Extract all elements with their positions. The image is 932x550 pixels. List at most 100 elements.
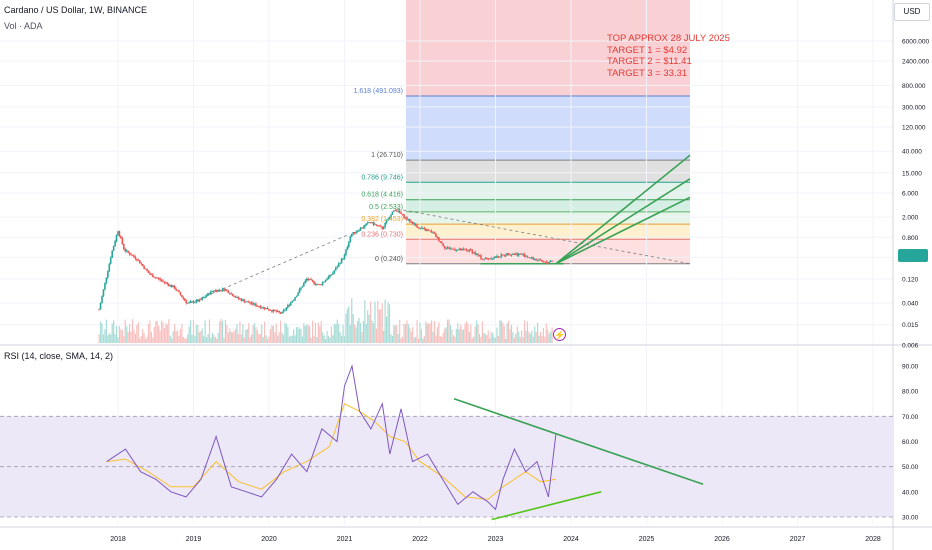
time-tick-label: 2024	[563, 536, 579, 543]
volume-bar	[404, 324, 407, 343]
candle-body	[350, 234, 353, 237]
rsi-lines	[106, 364, 704, 521]
candle-body	[480, 255, 482, 259]
candle-body	[109, 257, 112, 264]
support-trendline	[189, 234, 349, 304]
trendlines	[189, 154, 691, 304]
volume-bar	[516, 326, 518, 343]
volume-bar	[506, 323, 508, 343]
rsi-pane: 90.00 80.00 70.00 60.00 50.00 40.00 30.00	[0, 364, 919, 522]
candle-body	[432, 232, 434, 234]
fib-label: 0.786 (9.746)	[361, 174, 403, 181]
candle-body	[332, 272, 334, 275]
candle-body	[124, 249, 127, 252]
candle-body	[217, 289, 219, 292]
volume-bar	[285, 323, 288, 343]
candle-body	[548, 261, 551, 263]
candle-body	[462, 248, 465, 250]
volume-bar	[271, 325, 273, 343]
volume-bar	[513, 337, 515, 343]
volume-bar	[345, 313, 347, 343]
candle-body	[221, 288, 224, 291]
candle-body	[262, 307, 264, 309]
volume-bar	[355, 327, 357, 343]
candle-body	[393, 210, 395, 212]
volume-bar	[158, 325, 160, 343]
volume-bar	[295, 327, 298, 343]
volume-bar	[381, 303, 383, 343]
candle-body	[294, 297, 296, 300]
volume-bar	[462, 329, 465, 343]
candle-body	[528, 257, 530, 259]
volume-bar	[146, 336, 148, 343]
candle-body	[319, 284, 321, 286]
candle-body	[471, 250, 474, 254]
candle-body	[474, 252, 476, 255]
candle-body	[263, 307, 266, 310]
candle-body	[346, 246, 349, 250]
volume-bar	[178, 335, 180, 343]
candle-body	[403, 214, 405, 218]
candle-body	[364, 224, 366, 228]
candle-body	[429, 230, 431, 232]
rsi-trendline	[491, 491, 602, 521]
fib-zone	[406, 224, 690, 240]
candle-body	[490, 258, 492, 260]
volume-bar	[165, 323, 167, 343]
currency-button[interactable]: USD	[894, 3, 930, 21]
rsi-tick-label: 70.00	[902, 414, 919, 421]
volume-bar	[240, 334, 243, 343]
candle-body	[499, 256, 501, 258]
candle-body	[509, 254, 511, 256]
candle-body	[475, 253, 478, 255]
volume-bar	[204, 320, 206, 343]
candle-body	[300, 287, 302, 290]
volume-bar	[307, 324, 309, 343]
volume-bar	[104, 329, 106, 343]
volume-bar	[343, 336, 346, 343]
rsi-tick-label: 80.00	[902, 389, 919, 396]
candle-body	[545, 261, 548, 263]
price-tick-label: 0.040	[902, 301, 919, 308]
volume-bar	[436, 327, 439, 343]
candle-body	[189, 301, 192, 303]
volume-bar	[510, 324, 513, 343]
volume-bar	[340, 335, 343, 343]
volume-bar	[213, 334, 215, 343]
price-tick-label: 0.800	[902, 235, 919, 242]
volume-bar	[316, 337, 318, 343]
volume-bar	[248, 323, 250, 343]
candle-body	[230, 293, 233, 295]
candle-body	[271, 310, 273, 312]
volume-bar	[515, 333, 517, 343]
volume-bar	[526, 321, 529, 343]
candle-body	[114, 241, 116, 247]
candle-body	[112, 246, 115, 251]
volume-bar	[230, 331, 232, 343]
volume-bar	[545, 323, 547, 343]
volume-bar	[252, 325, 254, 343]
candle-body	[316, 284, 318, 285]
candle-body	[515, 253, 517, 255]
candle-body	[101, 296, 103, 304]
candle-body	[510, 254, 513, 256]
candle-body	[529, 257, 532, 259]
candle-body	[260, 307, 263, 309]
volume-bar	[304, 325, 306, 343]
candle-body	[333, 270, 336, 273]
candle-body	[374, 224, 376, 226]
volume-bar	[464, 323, 466, 343]
volume-bar	[235, 328, 237, 343]
candle-body	[108, 263, 111, 272]
volume-bar	[352, 314, 354, 343]
price-tick-label: 0.006	[902, 342, 919, 349]
lightning-icon[interactable]: ⚡	[553, 328, 566, 341]
candle-body	[269, 310, 272, 311]
candle-body	[384, 222, 386, 228]
volume-bar	[99, 321, 102, 343]
candle-body	[536, 260, 539, 262]
volume-bar	[261, 324, 263, 343]
volume-bar	[356, 320, 359, 343]
candle-body	[488, 258, 491, 260]
